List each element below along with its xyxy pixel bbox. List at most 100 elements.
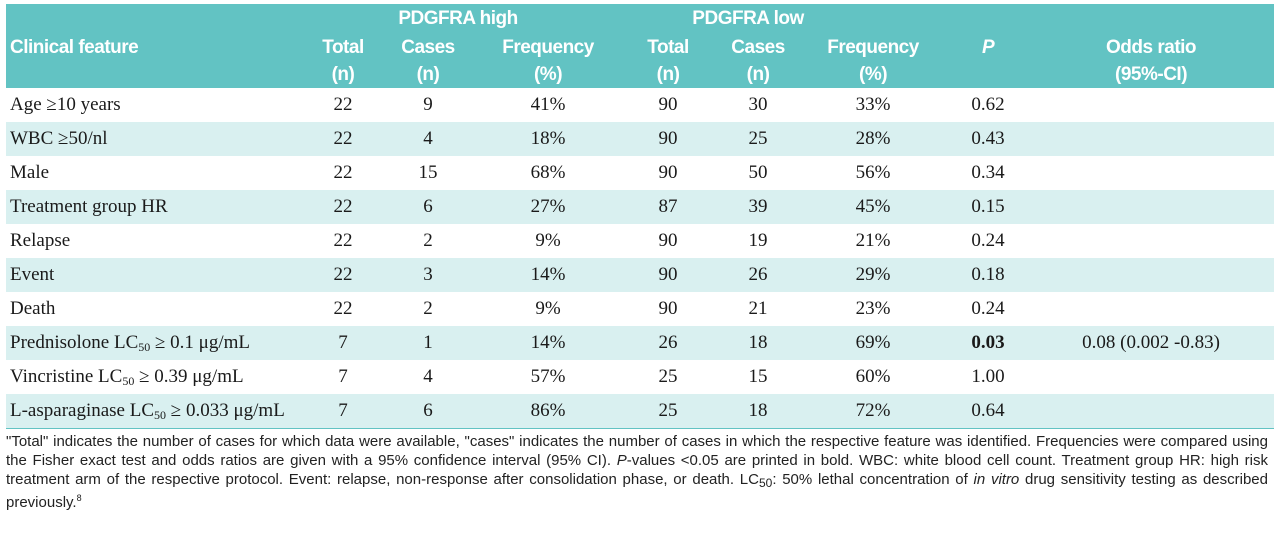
cell-lo-cases: 19: [748, 230, 768, 251]
table-row: Male 22 15 68% 90 50 56% 0.34: [6, 156, 1274, 190]
cell-p: 0.24: [971, 230, 1005, 251]
cell-p: 0.18: [971, 264, 1005, 285]
cell-hi-total: 22: [333, 162, 353, 183]
cell-hi-total: 22: [333, 94, 353, 115]
col-hi-frequency: Frequency: [502, 37, 594, 58]
cell-p-significant: 0.03: [971, 332, 1005, 353]
cell-feature: WBC ≥50/nl: [10, 128, 108, 149]
cell-lo-total: 90: [658, 162, 678, 183]
col-hi-total: Total: [322, 37, 364, 58]
cell-lo-cases: 30: [748, 94, 768, 115]
cell-hi-total: 22: [333, 128, 353, 149]
table-row: Age ≥10 years 22 9 41% 90 30 33% 0.62: [6, 88, 1274, 122]
cell-feature: Age ≥10 years: [10, 94, 121, 115]
cell-feature: Male: [10, 162, 50, 183]
table-row: Prednisolone LC50 ≥ 0.1 μg/mL 7 1 14% 26…: [6, 326, 1275, 360]
cell-hi-freq: 27%: [530, 196, 566, 217]
cell-p: 0.43: [971, 128, 1005, 149]
cell-hi-total: 7: [338, 366, 348, 387]
cell-lo-total: 90: [658, 94, 678, 115]
cell-feature: Relapse: [10, 230, 71, 251]
cell-lo-freq: 45%: [855, 196, 891, 217]
cell-hi-freq: 57%: [530, 366, 566, 387]
unit-ci: (95%-CI): [1115, 64, 1188, 85]
cell-lo-freq: 72%: [855, 400, 891, 421]
table-row: Event 22 3 14% 90 26 29% 0.18: [6, 258, 1275, 292]
cell-lo-cases: 26: [748, 264, 768, 285]
cell-lo-cases: 15: [748, 366, 768, 387]
cell-p: 0.24: [971, 298, 1005, 319]
cell-p: 1.00: [971, 366, 1005, 387]
unit-hi-cases: (n): [416, 64, 440, 85]
cell-or: [1028, 394, 1274, 429]
table-row: Death 22 2 9% 90 21 23% 0.24: [6, 292, 1274, 326]
group-high-header: PDGFRA high: [398, 8, 518, 29]
table-container: PDGFRA high PDGFRA low Clinical feature …: [6, 4, 1275, 512]
col-p: P: [981, 37, 995, 58]
unit-hi-frequency: (%): [533, 64, 563, 85]
unit-hi-total: (n): [331, 64, 355, 85]
group-low-header: PDGFRA low: [692, 8, 804, 29]
table-row: L-asparaginase LC50 ≥ 0.033 μg/mL 7 6 86…: [6, 394, 1275, 429]
cell-or: [1028, 156, 1274, 190]
cell-or: [1028, 224, 1274, 258]
col-lo-total: Total: [647, 37, 689, 58]
cell-hi-cases: 4: [423, 366, 433, 387]
cell-or: [1028, 190, 1274, 224]
col-lo-cases: Cases: [731, 37, 785, 58]
cell-hi-total: 7: [338, 332, 348, 353]
cell-hi-total: 22: [333, 298, 353, 319]
cell-or: [1028, 292, 1274, 326]
cell-hi-freq: 14%: [530, 332, 566, 353]
cell-lo-freq: 21%: [855, 230, 891, 251]
col-lo-frequency: Frequency: [827, 37, 919, 58]
cell-hi-cases: 1: [423, 332, 433, 353]
table-row: WBC ≥50/nl 22 4 18% 90 25 28% 0.43: [6, 122, 1275, 156]
cell-or: 0.08 (0.002 -0.83): [1082, 332, 1220, 353]
cell-hi-freq: 14%: [530, 264, 566, 285]
cell-hi-cases: 9: [423, 94, 433, 115]
cell-lo-total: 90: [658, 298, 678, 319]
header-row-groups: PDGFRA high PDGFRA low: [6, 4, 1275, 34]
cell-lo-cases: 39: [748, 196, 768, 217]
cell-lo-total: 87: [658, 196, 678, 217]
clinical-features-table: PDGFRA high PDGFRA low Clinical feature …: [6, 4, 1275, 429]
cell-or: [1028, 258, 1274, 292]
cell-hi-cases: 6: [423, 400, 433, 421]
table-row: Treatment group HR 22 6 27% 87 39 45% 0.…: [6, 190, 1275, 224]
cell-feature: Event: [10, 264, 55, 285]
cell-lo-freq: 29%: [855, 264, 891, 285]
cell-hi-total: 22: [333, 230, 353, 251]
table-row: Vincristine LC50 ≥ 0.39 μg/mL 7 4 57% 25…: [6, 360, 1274, 394]
table-footnote: "Total" indicates the number of cases fo…: [6, 433, 1269, 511]
cell-hi-cases: 2: [423, 230, 433, 251]
cell-or: [1028, 360, 1274, 394]
cell-hi-cases: 4: [423, 128, 433, 149]
cell-hi-cases: 15: [418, 162, 438, 183]
cell-hi-freq: 68%: [530, 162, 566, 183]
cell-hi-freq: 9%: [535, 298, 561, 319]
table-body: Age ≥10 years 22 9 41% 90 30 33% 0.62 WB…: [6, 88, 1275, 429]
cell-hi-freq: 18%: [530, 128, 566, 149]
cell-p: 0.15: [971, 196, 1005, 217]
cell-or: [1028, 122, 1274, 156]
cell-p: 0.62: [971, 94, 1005, 115]
cell-lo-freq: 28%: [855, 128, 891, 149]
cell-hi-freq: 86%: [530, 400, 566, 421]
cell-lo-freq: 33%: [855, 94, 891, 115]
cell-lo-total: 25: [658, 400, 678, 421]
cell-hi-freq: 41%: [530, 94, 566, 115]
cell-lo-cases: 21: [748, 298, 768, 319]
cell-or: [1028, 88, 1274, 122]
cell-lo-cases: 50: [748, 162, 768, 183]
cell-hi-total: 22: [333, 264, 353, 285]
cell-p: 0.64: [971, 400, 1005, 421]
cell-feature: Vincristine LC50 ≥ 0.39 μg/mL: [10, 366, 244, 388]
cell-lo-total: 90: [658, 230, 678, 251]
col-hi-cases: Cases: [401, 37, 455, 58]
cell-hi-freq: 9%: [535, 230, 561, 251]
cell-lo-cases: 18: [748, 332, 768, 353]
cell-lo-cases: 25: [748, 128, 768, 149]
col-odds-ratio: Odds ratio: [1106, 37, 1197, 58]
cell-lo-total: 25: [658, 366, 678, 387]
